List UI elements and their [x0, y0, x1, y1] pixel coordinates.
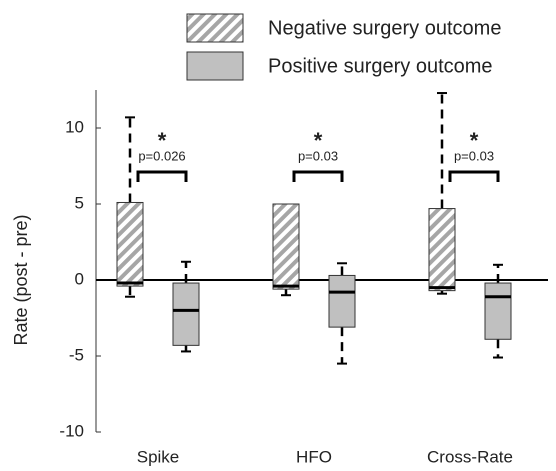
box	[484, 282, 512, 340]
y-axis-label: Rate (post - pre)	[11, 214, 31, 345]
significance-star: *	[470, 128, 479, 153]
legend-swatch	[186, 13, 244, 43]
x-tick-label: Cross-Rate	[427, 447, 513, 466]
box	[116, 201, 144, 287]
p-value: p=0.03	[454, 148, 494, 163]
box	[428, 208, 456, 292]
box	[172, 282, 200, 346]
legend-label: Positive surgery outcome	[268, 55, 493, 77]
significance-star: *	[158, 128, 167, 153]
p-value: p=0.03	[298, 148, 338, 163]
significance-bracket	[292, 170, 344, 182]
y-tick-label: 10	[65, 117, 84, 136]
y-tick-label: -10	[59, 421, 84, 440]
significance-bracket	[136, 170, 188, 182]
p-value: p=0.026	[138, 148, 185, 163]
y-tick-label: -5	[69, 345, 84, 364]
y-tick-label: 5	[75, 193, 84, 212]
box	[272, 203, 300, 290]
box	[328, 274, 356, 328]
legend-swatch	[186, 51, 244, 81]
legend-label: Negative surgery outcome	[268, 17, 501, 39]
significance-star: *	[314, 128, 323, 153]
significance-bracket	[448, 170, 500, 182]
y-tick-label: 0	[75, 269, 84, 288]
x-tick-label: HFO	[296, 447, 332, 466]
x-tick-label: Spike	[137, 447, 180, 466]
